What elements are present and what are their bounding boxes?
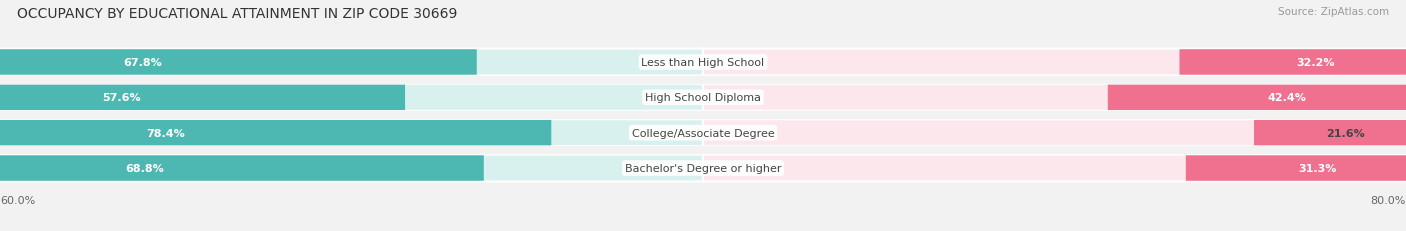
Text: 57.6%: 57.6% (103, 93, 141, 103)
Text: 31.3%: 31.3% (1299, 163, 1337, 173)
Text: Bachelor's Degree or higher: Bachelor's Degree or higher (624, 163, 782, 173)
Text: High School Diploma: High School Diploma (645, 93, 761, 103)
Text: Source: ZipAtlas.com: Source: ZipAtlas.com (1278, 7, 1389, 17)
FancyBboxPatch shape (0, 155, 703, 182)
FancyBboxPatch shape (703, 85, 1406, 111)
Text: 78.4%: 78.4% (146, 128, 184, 138)
Text: 60.0%: 60.0% (0, 195, 35, 205)
Text: Less than High School: Less than High School (641, 58, 765, 68)
Text: College/Associate Degree: College/Associate Degree (631, 128, 775, 138)
FancyBboxPatch shape (0, 49, 703, 76)
FancyBboxPatch shape (1185, 156, 1406, 181)
FancyBboxPatch shape (0, 85, 405, 111)
FancyBboxPatch shape (1180, 50, 1406, 75)
Text: 80.0%: 80.0% (1371, 195, 1406, 205)
Text: 68.8%: 68.8% (125, 163, 165, 173)
FancyBboxPatch shape (0, 50, 477, 75)
FancyBboxPatch shape (703, 120, 1406, 146)
FancyBboxPatch shape (703, 155, 1406, 182)
FancyBboxPatch shape (0, 85, 703, 111)
FancyBboxPatch shape (0, 120, 551, 146)
FancyBboxPatch shape (1254, 120, 1406, 146)
FancyBboxPatch shape (703, 49, 1406, 76)
Text: OCCUPANCY BY EDUCATIONAL ATTAINMENT IN ZIP CODE 30669: OCCUPANCY BY EDUCATIONAL ATTAINMENT IN Z… (17, 7, 457, 21)
Text: 21.6%: 21.6% (1326, 128, 1365, 138)
FancyBboxPatch shape (0, 120, 703, 146)
FancyBboxPatch shape (0, 156, 484, 181)
Text: 42.4%: 42.4% (1267, 93, 1306, 103)
Text: 32.2%: 32.2% (1296, 58, 1334, 68)
Text: 67.8%: 67.8% (124, 58, 162, 68)
FancyBboxPatch shape (1108, 85, 1406, 111)
